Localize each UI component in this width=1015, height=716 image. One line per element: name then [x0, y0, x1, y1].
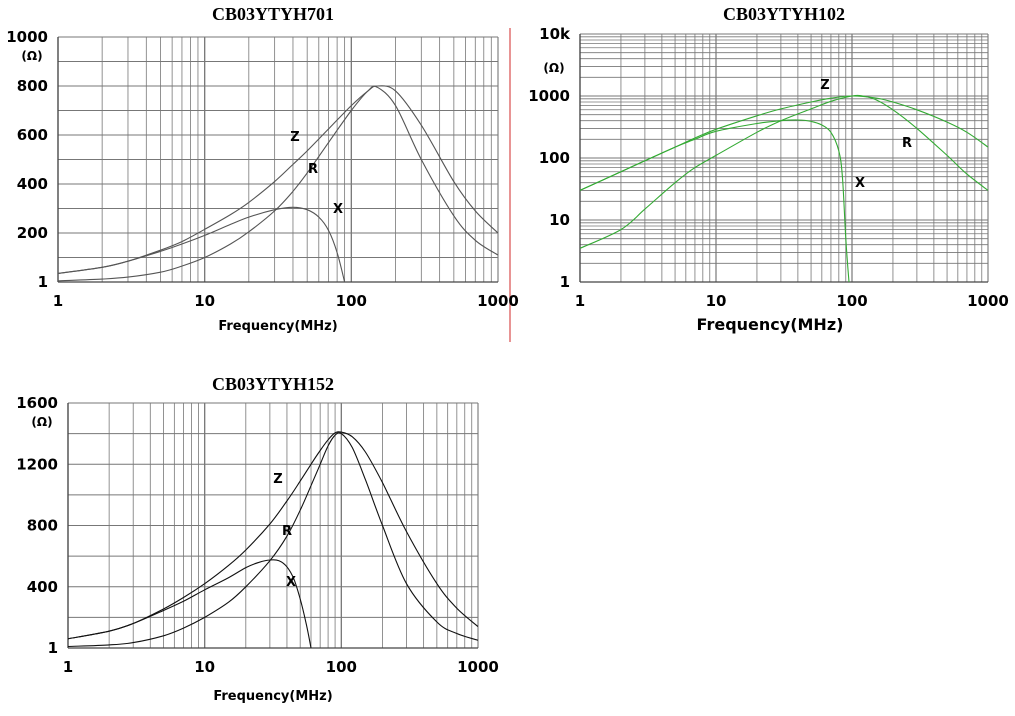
x-tick-label: 10	[194, 658, 215, 676]
series-label-x: X	[855, 176, 865, 191]
y-tick-label: 10k	[539, 25, 571, 43]
x-tick-label: 1000	[477, 292, 519, 310]
y-tick-label: 10	[549, 211, 570, 229]
y-tick-label: 100	[539, 149, 570, 167]
series-label-z: Z	[290, 130, 299, 145]
chart-cb03ytyh102: Z R X 1 10 100 1000 10k (Ω) 1 10 100 1000 Frequency(M…	[528, 4, 1009, 334]
chart-cb03ytyh152: Z R X 1 400 800 1200 1600 (Ω) 1 10 100 1000 Frequency…	[16, 374, 499, 704]
y-tick-label: 400	[17, 175, 48, 193]
series-line-r	[68, 432, 478, 648]
series-label-r: R	[308, 162, 318, 177]
chart-title: CB03YTYH102	[723, 4, 845, 24]
x-tick-label: 10	[194, 292, 215, 310]
series-line-r	[580, 94, 988, 249]
y-unit-label: (Ω)	[31, 415, 52, 429]
x-tick-label: 1000	[457, 658, 499, 676]
y-tick-label: 200	[17, 224, 48, 242]
x-axis-label: Frequency(MHz)	[697, 315, 844, 334]
y-unit-label: (Ω)	[21, 49, 42, 63]
y-tick-label: 400	[27, 578, 58, 596]
chart-title: CB03YTYH152	[212, 374, 334, 394]
y-tick-label: 1000	[6, 28, 48, 46]
x-axis-label: Frequency(MHz)	[213, 689, 332, 704]
grid	[57, 36, 499, 283]
x-tick-label: 1000	[967, 292, 1009, 310]
y-tick-label: 800	[27, 517, 58, 535]
y-unit-label: (Ω)	[543, 61, 564, 75]
series-label-r: R	[282, 524, 292, 539]
series-line-x	[68, 559, 312, 648]
grid	[579, 33, 989, 283]
x-tick-label: 1	[53, 292, 63, 310]
series-label-r: R	[902, 136, 912, 151]
y-tick-label: 600	[17, 126, 48, 144]
series-group	[68, 431, 478, 648]
x-tick-label: 100	[326, 658, 357, 676]
series-line-x	[58, 206, 346, 282]
grid	[67, 402, 479, 649]
series-line-z	[68, 431, 478, 640]
series-line-r	[58, 85, 498, 282]
x-tick-label: 1	[63, 658, 73, 676]
y-tick-label: 1	[48, 639, 58, 657]
series-label-z: Z	[273, 472, 282, 487]
series-label-x: X	[333, 202, 343, 217]
series-label-z: Z	[820, 78, 829, 93]
chart-title: CB03YTYH701	[212, 4, 334, 24]
x-tick-label: 100	[336, 292, 367, 310]
x-tick-label: 1	[575, 292, 585, 310]
x-axis-label: Frequency(MHz)	[218, 319, 337, 334]
series-line-x	[580, 119, 850, 282]
series-line-z	[58, 85, 498, 274]
y-tick-label: 1200	[16, 455, 58, 473]
y-tick-label: 1	[560, 273, 570, 291]
series-line-z	[580, 95, 988, 191]
y-tick-label: 1	[38, 273, 48, 291]
series-group	[580, 94, 988, 282]
y-tick-label: 800	[17, 77, 48, 95]
chart-cb03ytyh701: Z R X 1 200 400 600 800 1000 (Ω) 1 10 100 1000 Frequen…	[6, 4, 519, 334]
x-tick-label: 100	[836, 292, 867, 310]
y-tick-label: 1000	[528, 87, 570, 105]
y-tick-label: 1600	[16, 394, 58, 412]
x-tick-label: 10	[706, 292, 727, 310]
series-group	[58, 85, 498, 282]
series-label-x: X	[286, 575, 296, 590]
